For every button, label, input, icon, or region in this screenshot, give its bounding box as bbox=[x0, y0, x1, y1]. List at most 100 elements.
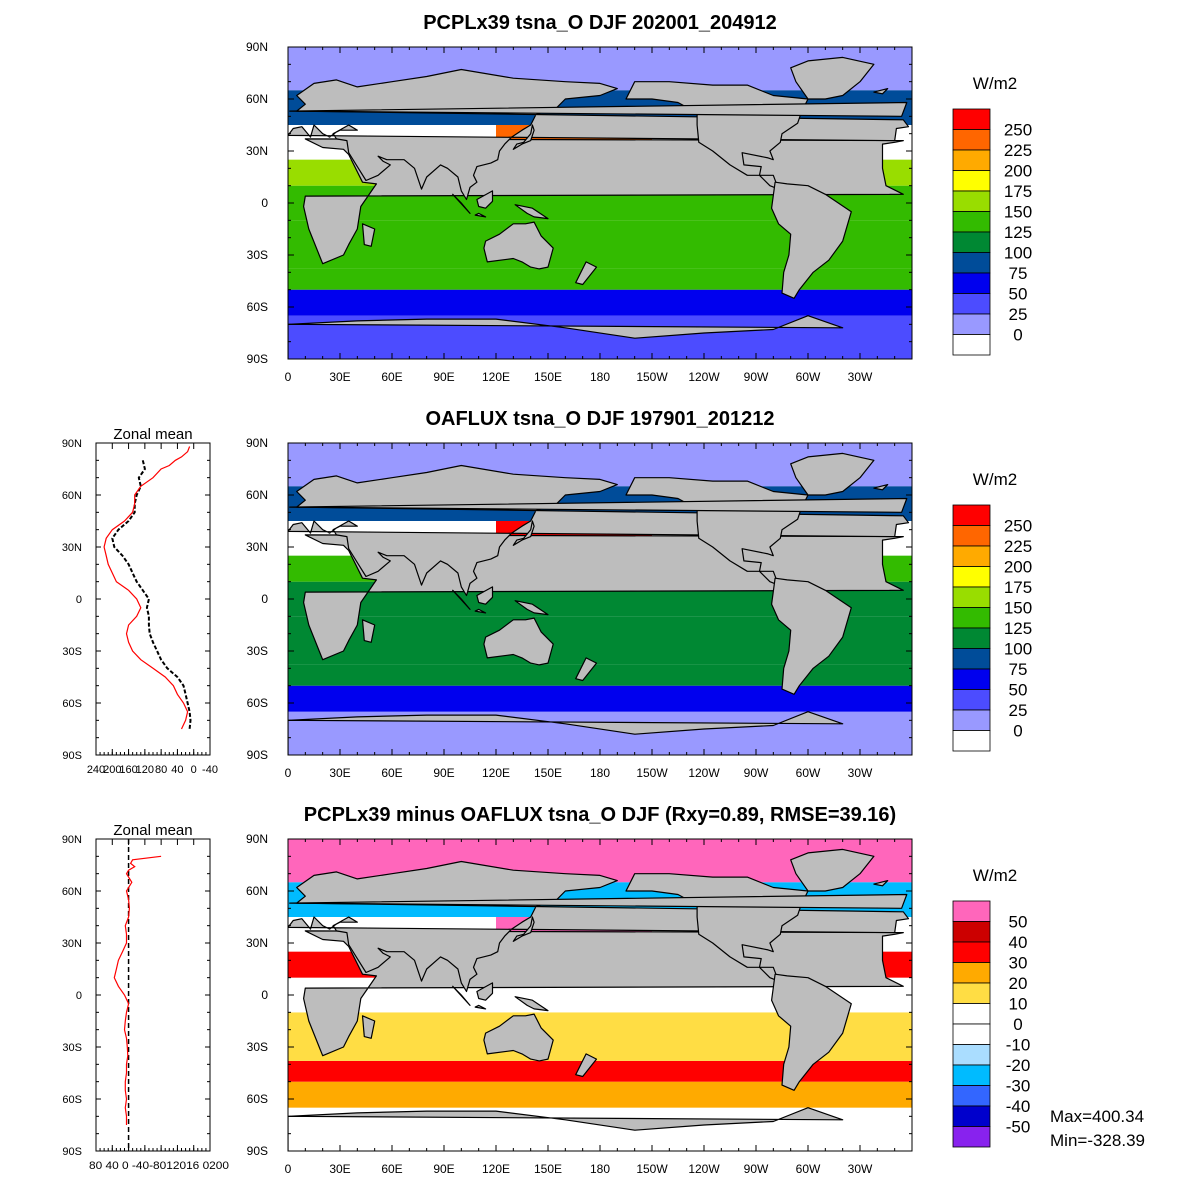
zonal-y-tick-label: 30S bbox=[62, 1042, 82, 1054]
x-tick-label: 60E bbox=[381, 370, 402, 384]
x-tick-label: 120W bbox=[688, 1162, 720, 1176]
y-tick-label: 90S bbox=[247, 748, 268, 762]
x-tick-label: 120E bbox=[482, 766, 510, 780]
min-value-label: Min=-328.39 bbox=[1050, 1131, 1145, 1150]
colorbar-label: 125 bbox=[1004, 619, 1032, 638]
colorbar-box bbox=[952, 334, 991, 356]
map-field bbox=[288, 47, 912, 359]
zonal-x-tick-label: 40 bbox=[171, 764, 183, 776]
zonal-x-tick-label: -40 bbox=[202, 764, 218, 776]
x-tick-label: 150E bbox=[534, 370, 562, 384]
zonal-mean-frame bbox=[95, 838, 211, 1152]
y-tick-label: 0 bbox=[261, 592, 268, 606]
colorbar-box bbox=[952, 607, 991, 629]
zonal-mean-series bbox=[113, 855, 162, 1125]
zonal-x-tick-labels: 80 40 0 -40-8012016 0200 bbox=[89, 1160, 229, 1172]
x-tick-label: 60W bbox=[796, 1162, 821, 1176]
land-mass bbox=[575, 1053, 598, 1078]
x-tick-label: 30W bbox=[848, 1162, 873, 1176]
colorbar-label: 50 bbox=[1009, 913, 1028, 932]
x-tick-label: 90E bbox=[433, 370, 454, 384]
y-tick-label: 60S bbox=[247, 696, 268, 710]
x-tick-label: 120W bbox=[688, 370, 720, 384]
land-mass bbox=[288, 1107, 844, 1151]
land-mass bbox=[771, 973, 852, 1091]
x-tick-label: 150W bbox=[636, 766, 668, 780]
colorbar-label: -10 bbox=[1006, 1036, 1031, 1055]
colorbar-label: 100 bbox=[1004, 244, 1032, 263]
y-tick-label: 60N bbox=[246, 488, 268, 502]
x-tick-label: 150W bbox=[636, 1162, 668, 1176]
max-value-label: Max=400.34 bbox=[1050, 1107, 1144, 1126]
colorbar-box bbox=[952, 293, 991, 315]
colorbar-label: 25 bbox=[1009, 701, 1028, 720]
land-mass bbox=[289, 893, 908, 909]
y-tick-label: 90N bbox=[246, 436, 268, 450]
land-mass bbox=[288, 68, 910, 201]
colorbar-label: 250 bbox=[1004, 121, 1032, 140]
colorbar-box bbox=[952, 900, 991, 922]
land-mass bbox=[474, 608, 487, 614]
y-tick-label: 30S bbox=[247, 248, 268, 262]
land-mass bbox=[512, 916, 535, 942]
land-mass bbox=[474, 212, 487, 218]
x-tick-label: 90W bbox=[744, 1162, 769, 1176]
colorbar-label: -40 bbox=[1006, 1097, 1031, 1116]
units-label: W/m2 bbox=[973, 470, 1017, 489]
x-tick-label: 0 bbox=[285, 370, 292, 384]
field-region bbox=[288, 1081, 912, 1108]
x-tick-label: 30W bbox=[848, 766, 873, 780]
land-mass bbox=[790, 452, 875, 496]
y-tick-label: 60S bbox=[247, 1092, 268, 1106]
land-mass bbox=[452, 589, 471, 610]
field-region bbox=[288, 664, 912, 686]
colorbar-label: -20 bbox=[1006, 1056, 1031, 1075]
colorbar-box bbox=[952, 545, 991, 567]
colorbar-box bbox=[952, 1085, 991, 1107]
colorbar-label: -50 bbox=[1006, 1118, 1031, 1137]
land-mass bbox=[361, 1015, 376, 1039]
y-tick-label: 30S bbox=[247, 1040, 268, 1054]
colorbar-box bbox=[952, 170, 991, 192]
field-region bbox=[288, 268, 912, 290]
zonal-x-tick-label: 0 bbox=[191, 764, 197, 776]
colorbar-label: 25 bbox=[1009, 305, 1028, 324]
colorbar-box bbox=[952, 689, 991, 711]
colorbar-box bbox=[952, 1003, 991, 1025]
colorbar-box bbox=[952, 190, 991, 212]
land-mass bbox=[289, 101, 908, 117]
land-mass bbox=[575, 261, 598, 286]
land-mass bbox=[452, 985, 471, 1006]
colorbar-box bbox=[952, 129, 991, 151]
colorbar-label: 200 bbox=[1004, 558, 1032, 577]
colorbar-box bbox=[952, 982, 991, 1004]
colorbar-box bbox=[952, 1064, 991, 1086]
x-tick-label: 60W bbox=[796, 766, 821, 780]
colorbar-box bbox=[952, 962, 991, 984]
zonal-x-tick-label: 80 bbox=[155, 764, 167, 776]
colorbar-label: 225 bbox=[1004, 141, 1032, 160]
map-title: PCPLx39 tsna_O DJF 202001_204912 bbox=[423, 12, 777, 34]
colorbar-box bbox=[952, 709, 991, 731]
zonal-x-tick-label: 200 bbox=[103, 764, 121, 776]
zonal-mean-title: Zonal mean bbox=[113, 426, 192, 443]
x-tick-label: 60E bbox=[381, 766, 402, 780]
x-tick-label: 120E bbox=[482, 1162, 510, 1176]
colorbar-box bbox=[952, 272, 991, 294]
x-tick-label: 150E bbox=[534, 766, 562, 780]
zonal-y-tick-label: 0 bbox=[76, 990, 82, 1002]
colorbar-box bbox=[952, 231, 991, 253]
land-mass bbox=[873, 88, 889, 95]
colorbar-box bbox=[952, 211, 991, 233]
land-mass bbox=[771, 181, 852, 299]
colorbar-label: 225 bbox=[1004, 537, 1032, 556]
colorbar-box bbox=[952, 941, 991, 963]
colorbar-box bbox=[952, 108, 991, 130]
colorbar-box bbox=[952, 648, 991, 670]
colorbar-label: 175 bbox=[1004, 578, 1032, 597]
x-tick-label: 90W bbox=[744, 370, 769, 384]
land-mass bbox=[361, 223, 376, 247]
land-mass bbox=[514, 204, 549, 220]
zonal-y-tick-label: 60N bbox=[62, 886, 82, 898]
